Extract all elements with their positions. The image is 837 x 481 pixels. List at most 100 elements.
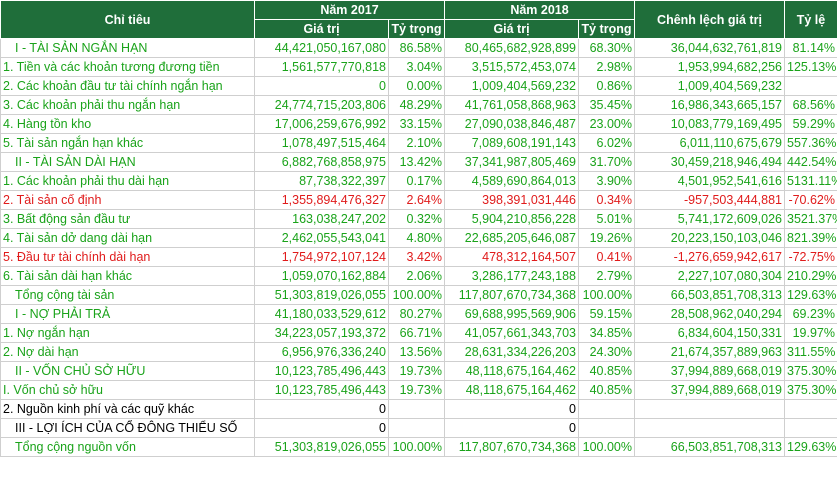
share-2017: 100.00% — [388, 437, 445, 457]
table-row: 2. Các khoản đầu tư tài chính ngắn hạn 0… — [0, 76, 837, 96]
ratio: 129.63% — [784, 285, 837, 305]
table-row: 3. Các khoản phải thu ngắn hạn 24,774,71… — [0, 95, 837, 115]
value-2017: 10,123,785,496,443 — [254, 380, 389, 400]
table-row: 5. Tài sản ngắn hạn khác 1,078,497,515,4… — [0, 133, 837, 153]
ratio — [784, 399, 837, 419]
share-2017: 13.42% — [388, 152, 445, 172]
header-ty-le: Tỷ lệ — [784, 0, 837, 39]
table-row: III - LỢI ÍCH CỦA CỔ ĐÔNG THIỂU SỐ 0 0 — [0, 418, 837, 438]
value-2017: 6,956,976,336,240 — [254, 342, 389, 362]
difference: 37,994,889,668,019 — [634, 361, 785, 381]
table-row: 1. Các khoản phải thu dài hạn 87,738,322… — [0, 171, 837, 191]
value-2017: 0 — [254, 76, 389, 96]
row-label: 6. Tài sản dài hạn khác — [0, 266, 255, 286]
value-2017: 1,355,894,476,327 — [254, 190, 389, 210]
ratio: 19.97% — [784, 323, 837, 343]
value-2017: 1,754,972,107,124 — [254, 247, 389, 267]
header-year-2017: Năm 2017 — [254, 0, 445, 20]
share-2017: 19.73% — [388, 380, 445, 400]
value-2018: 69,688,995,569,906 — [444, 304, 579, 324]
row-label: 5. Đầu tư tài chính dài hạn — [0, 247, 255, 267]
table-row: 2. Nợ dài hạn 6,956,976,336,240 13.56% 2… — [0, 342, 837, 362]
ratio: 59.29% — [784, 114, 837, 134]
header-chi-tieu: Chỉ tiêu — [0, 0, 255, 39]
value-2017: 2,462,055,543,041 — [254, 228, 389, 248]
value-2017: 163,038,247,202 — [254, 209, 389, 229]
row-label: Tổng cộng nguồn vốn — [0, 437, 255, 457]
share-2018: 2.79% — [578, 266, 635, 286]
table-row: 2. Nguồn kinh phí và các quỹ khác 0 0 — [0, 399, 837, 419]
ratio: 210.29% — [784, 266, 837, 286]
value-2018: 27,090,038,846,487 — [444, 114, 579, 134]
difference: -957,503,444,881 — [634, 190, 785, 210]
value-2017: 24,774,715,203,806 — [254, 95, 389, 115]
share-2018: 100.00% — [578, 437, 635, 457]
value-2018: 7,089,608,191,143 — [444, 133, 579, 153]
value-2018: 117,807,670,734,368 — [444, 437, 579, 457]
value-2018: 3,286,177,243,188 — [444, 266, 579, 286]
value-2017: 0 — [254, 399, 389, 419]
share-2017: 80.27% — [388, 304, 445, 324]
share-2017: 0.00% — [388, 76, 445, 96]
ratio: 375.30% — [784, 361, 837, 381]
header-ty-trong-2017: Tỷ trọng — [388, 19, 445, 39]
share-2017: 3.04% — [388, 57, 445, 77]
value-2018: 117,807,670,734,368 — [444, 285, 579, 305]
share-2018: 2.98% — [578, 57, 635, 77]
share-2018: 23.00% — [578, 114, 635, 134]
share-2017: 3.42% — [388, 247, 445, 267]
value-2018: 1,009,404,569,232 — [444, 76, 579, 96]
table-row: 1. Nợ ngắn hạn 34,223,057,193,372 66.71%… — [0, 323, 837, 343]
header-gia-tri-2018: Giá trị — [444, 19, 579, 39]
value-2018: 5,904,210,856,228 — [444, 209, 579, 229]
share-2017: 4.80% — [388, 228, 445, 248]
share-2017: 33.15% — [388, 114, 445, 134]
table-row: 2. Tài sản cố định 1,355,894,476,327 2.6… — [0, 190, 837, 210]
share-2017: 13.56% — [388, 342, 445, 362]
difference — [634, 418, 785, 438]
share-2018: 34.85% — [578, 323, 635, 343]
share-2018: 40.85% — [578, 380, 635, 400]
share-2017: 100.00% — [388, 285, 445, 305]
share-2018 — [578, 418, 635, 438]
difference: 1,953,994,682,256 — [634, 57, 785, 77]
share-2018: 0.41% — [578, 247, 635, 267]
share-2018: 35.45% — [578, 95, 635, 115]
value-2017: 44,421,050,167,080 — [254, 38, 389, 58]
share-2018: 3.90% — [578, 171, 635, 191]
row-label: II - VỐN CHỦ SỞ HỮU — [0, 361, 255, 381]
value-2018: 80,465,682,928,899 — [444, 38, 579, 58]
row-label: III - LỢI ÍCH CỦA CỔ ĐÔNG THIỂU SỐ — [0, 418, 255, 438]
value-2017: 51,303,819,026,055 — [254, 437, 389, 457]
share-2018: 19.26% — [578, 228, 635, 248]
ratio — [784, 418, 837, 438]
row-label: 3. Bất động sản đầu tư — [0, 209, 255, 229]
ratio — [784, 76, 837, 96]
value-2018: 37,341,987,805,469 — [444, 152, 579, 172]
difference: 28,508,962,040,294 — [634, 304, 785, 324]
difference: 5,741,172,609,026 — [634, 209, 785, 229]
share-2018: 68.30% — [578, 38, 635, 58]
row-label: 2. Nguồn kinh phí và các quỹ khác — [0, 399, 255, 419]
header-ty-trong-2018: Tỷ trọng — [578, 19, 635, 39]
value-2017: 17,006,259,676,992 — [254, 114, 389, 134]
value-2017: 6,882,768,858,975 — [254, 152, 389, 172]
row-label: 4. Hàng tồn kho — [0, 114, 255, 134]
row-label: 4. Tài sản dở dang dài hạn — [0, 228, 255, 248]
ratio: 375.30% — [784, 380, 837, 400]
value-2017: 41,180,033,529,612 — [254, 304, 389, 324]
share-2018: 0.86% — [578, 76, 635, 96]
ratio: 311.55% — [784, 342, 837, 362]
row-label: 2. Tài sản cố định — [0, 190, 255, 210]
share-2018: 59.15% — [578, 304, 635, 324]
value-2018: 478,312,164,507 — [444, 247, 579, 267]
value-2017: 51,303,819,026,055 — [254, 285, 389, 305]
share-2018: 40.85% — [578, 361, 635, 381]
row-label: I - TÀI SẢN NGẮN HẠN — [0, 38, 255, 58]
difference: 66,503,851,708,313 — [634, 285, 785, 305]
value-2018: 398,391,031,446 — [444, 190, 579, 210]
ratio: 68.56% — [784, 95, 837, 115]
row-label: I. Vốn chủ sở hữu — [0, 380, 255, 400]
table-row: Tổng cộng tài sản 51,303,819,026,055 100… — [0, 285, 837, 305]
ratio: -70.62% — [784, 190, 837, 210]
